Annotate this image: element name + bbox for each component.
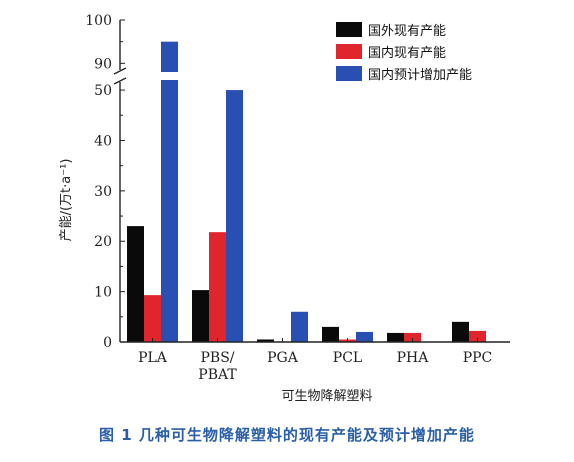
bar [322,326,339,342]
bar [144,295,161,342]
break-mark [113,77,127,85]
x-axis-label: 可生物降解塑料 [281,389,372,404]
axis-break-gap [121,72,509,80]
y-tick-label: 100 [85,13,112,29]
y-tick-label: 90 [94,56,112,72]
legend-label: 国内现有产能 [368,45,446,61]
y-tick-label: 40 [94,133,112,149]
y-tick-label: 50 [94,83,112,99]
x-tick-label: PLA [138,350,168,366]
figure-caption: 图 1 几种可生物降解塑料的现有产能及预计增加产能 [99,426,475,444]
plot-area: 0 10 20 30 40 50 90 100 PLA PBS/PBAT PGA PCL PHA PPC [85,13,510,383]
x-tick-label: PHA [397,350,430,366]
bar [387,332,404,342]
legend-swatch [336,44,362,59]
legend-label: 国内预计增加产能 [368,67,472,83]
y-tick-label: 30 [94,184,112,200]
y-tick-label: 20 [94,234,112,250]
y-axis-label: 产能/(万t·a⁻¹) [59,159,74,242]
bar [356,331,373,342]
bar [192,290,209,342]
bar [161,41,178,343]
bar [226,90,243,342]
bar [452,321,469,342]
bar [404,332,421,342]
x-tick-label: PBAT [198,367,237,383]
x-tick-label: PBS/ [200,350,234,366]
legend-label: 国外现有产能 [368,24,446,39]
legend-swatch [336,66,362,81]
x-tick-label: PPC [463,350,493,366]
y-tick-label: 10 [94,285,112,301]
break-mark [113,67,127,75]
y-tick-label: 0 [103,335,112,351]
x-tick-label: PCL [333,350,362,366]
bar [209,232,226,342]
bar [257,339,274,342]
legend-swatch [336,22,362,37]
bar [469,330,486,342]
bar [127,226,144,342]
bar [291,311,308,342]
x-tick-label: PGA [267,350,299,366]
